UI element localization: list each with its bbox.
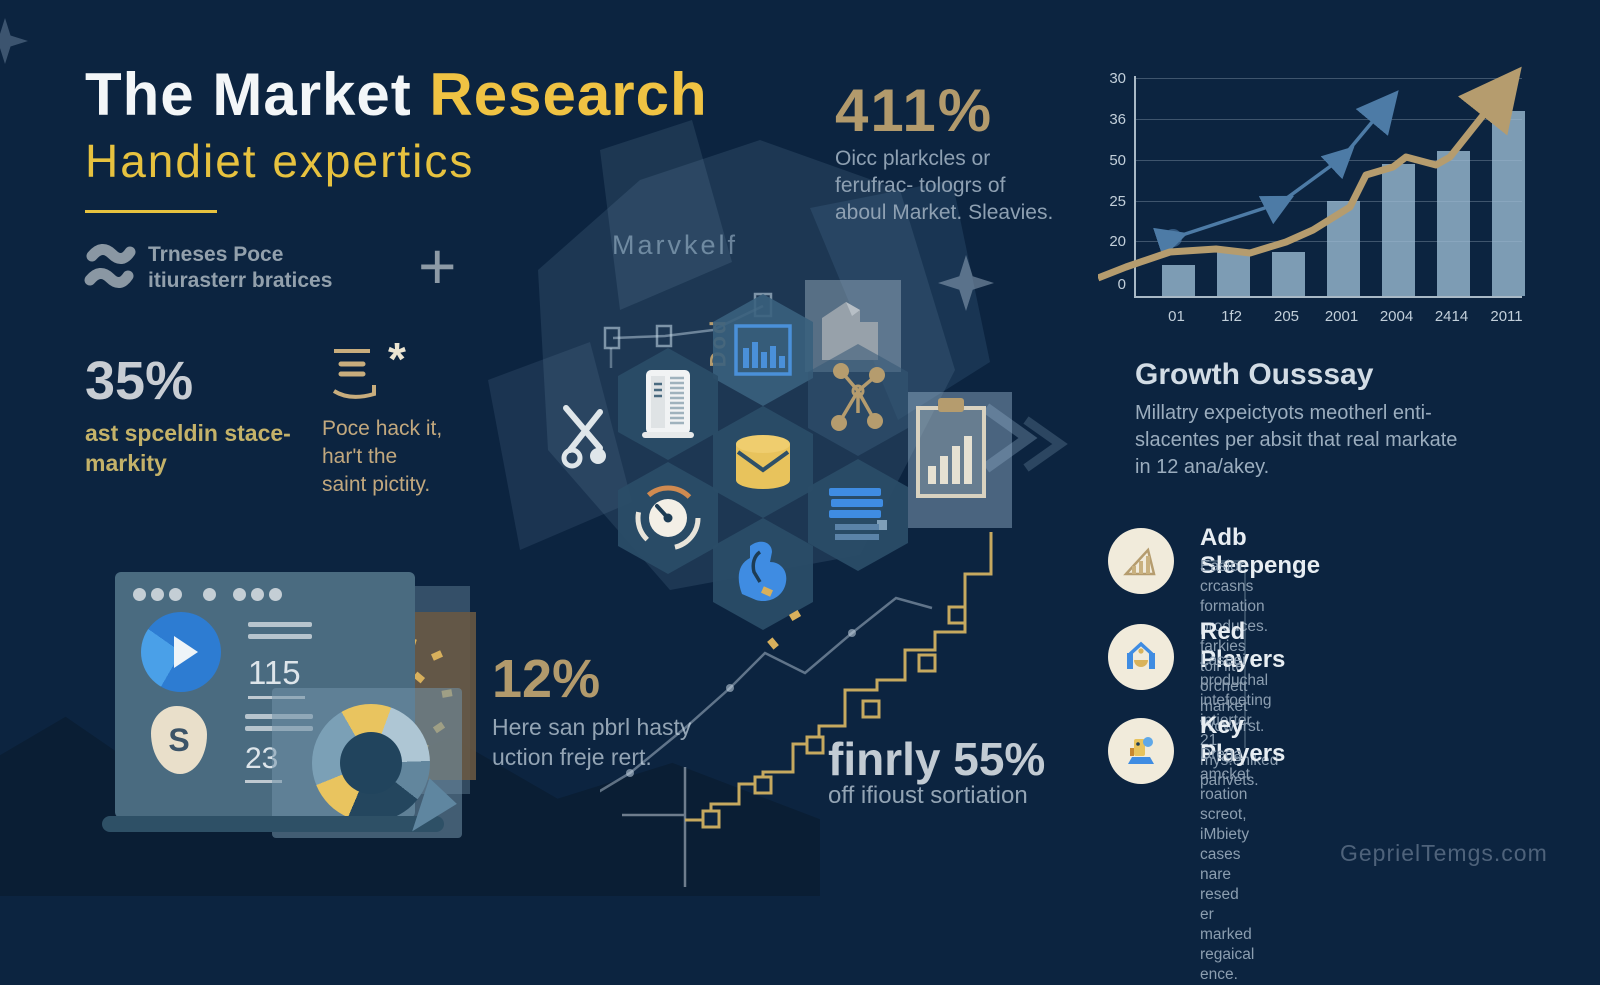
money-symbol: S <box>168 721 190 758</box>
chevron-decoration <box>1023 416 1068 472</box>
donut-panel <box>272 688 462 838</box>
page-subtitle: Handiet expertics <box>85 135 475 187</box>
x-tick-label: 2011 <box>1490 308 1523 325</box>
x-tick-label: 205 <box>1273 308 1300 325</box>
stat-12-value: 12% <box>492 649 601 709</box>
clipboard-chart-icon <box>912 396 990 505</box>
server-icon <box>642 370 694 438</box>
chart-bar <box>1437 150 1470 296</box>
background-word: Marvkelf <box>612 230 739 260</box>
donut-chart <box>312 704 430 822</box>
chevron-decoration <box>982 403 1038 473</box>
blue-trend-line <box>1153 90 1399 258</box>
laptop-base <box>102 816 444 832</box>
chart-bar <box>1492 111 1525 296</box>
gauge-icon <box>635 485 701 551</box>
hand-icon <box>738 541 787 602</box>
y-tick-label: 25 <box>1109 193 1126 210</box>
brand-line2: itiurasterr bratices <box>148 269 333 292</box>
bg-shard-3 <box>488 342 632 550</box>
title-part-accent: Research <box>411 61 708 128</box>
hex-server <box>618 348 718 460</box>
hex-chart-doc <box>713 294 813 406</box>
brand-name: Trneses Poce itiurasterr bratices <box>148 242 332 294</box>
folder-icon <box>812 296 888 373</box>
database-envelope-icon <box>736 435 790 489</box>
book-asterisk: * <box>388 333 406 385</box>
accent-rule <box>85 210 217 213</box>
growth-item-title: Red Players <box>1200 618 1286 673</box>
bg-shard-1 <box>600 120 732 310</box>
growth-heading: Growth Ousssay <box>1135 358 1374 391</box>
title-part-white: The Market <box>85 61 412 128</box>
book-icon <box>332 349 376 399</box>
book-stat-desc: Poce hack it, har't the saint pictity. <box>322 417 443 496</box>
award-icon <box>1128 737 1154 764</box>
plus-decoration: + <box>418 229 457 303</box>
growth-body: Millatry expeictyots meotherl enti- slac… <box>1135 402 1458 478</box>
divider-line <box>1206 560 1246 562</box>
growth-chart: 30 36 50 25 20 0 01 1f2 205 2001 2004 2414 2011 <box>1098 64 1528 364</box>
network-icon <box>831 363 885 431</box>
y-tick-label: 20 <box>1109 233 1126 250</box>
scissors-icon <box>561 405 606 469</box>
growth-item-desc: Laseei produchal intefoeting intierter 2… <box>1200 652 1279 789</box>
gridline <box>1136 78 1522 79</box>
money-bag-icon: S <box>151 706 207 774</box>
star-decoration <box>0 18 28 64</box>
stat-411-desc: Oicc plarkcles or ferufrac- tologrs of a… <box>835 147 1054 224</box>
hex-gauge <box>618 462 718 574</box>
y-tick-label: 0 <box>1117 276 1126 293</box>
stat-411-value: 411% <box>835 77 994 144</box>
step-trend-decoration <box>600 532 993 887</box>
growth-bars-icon <box>1123 547 1156 576</box>
y-tick-label: 50 <box>1109 152 1126 169</box>
growth-item-desc: Easior crcasns formation produces. farki… <box>1200 558 1269 735</box>
chart-lines-overlay <box>1098 66 1522 282</box>
x-tick-label: 2001 <box>1324 308 1359 325</box>
y-tick-label: 36 <box>1109 111 1126 128</box>
play-button-icon <box>141 612 221 692</box>
growth-item-title: Key Players <box>1200 712 1286 767</box>
growth-item-desc: Drega amcket roation screot, iMbiety cas… <box>1200 746 1255 983</box>
page-title: The Market Research <box>85 60 708 129</box>
stat-12-desc: Here san pbrl hasty uction freje rert. <box>492 714 692 770</box>
bg-shard-2 <box>810 180 990 420</box>
gold-trend-line <box>1098 66 1522 282</box>
bar-chart-doc-icon <box>734 324 792 376</box>
chart-x-ticks: 01 1f2 205 2001 2004 2414 2011 <box>1098 308 1528 328</box>
chart-bar <box>1272 252 1305 296</box>
hex-network <box>808 344 908 456</box>
infographic-canvas: { "header": { "title_white": "The Market… <box>0 18 1548 983</box>
stat-55-desc: off ifioust sortiation <box>828 782 1028 809</box>
stat-35-desc: ast spceldin stace- markity <box>85 420 291 476</box>
y-tick-label: 30 <box>1109 70 1126 87</box>
stat-35-value: 35% <box>85 351 194 411</box>
brand-squiggle-icon <box>84 244 136 288</box>
x-tick-label: 1f2 <box>1221 308 1242 325</box>
x-tick-label: 2004 <box>1379 308 1414 325</box>
document-lines-icon <box>829 488 887 540</box>
watermark: GeprielTemgs.com <box>1340 840 1548 866</box>
chart-bar <box>1162 265 1195 296</box>
chart-bar <box>1217 252 1250 296</box>
house-icon <box>1127 641 1155 669</box>
growth-item-title: Adb Sleepenge <box>1200 524 1321 579</box>
x-tick-label: 01 <box>1168 308 1185 325</box>
stat-55-value: finrly 55% <box>828 733 1046 785</box>
hex-database <box>713 406 813 518</box>
x-tick-label: 2414 <box>1434 308 1469 325</box>
brand-line1: Trneses Poce <box>148 243 284 266</box>
divider-line <box>1244 560 1246 748</box>
hex-documents <box>808 459 908 571</box>
